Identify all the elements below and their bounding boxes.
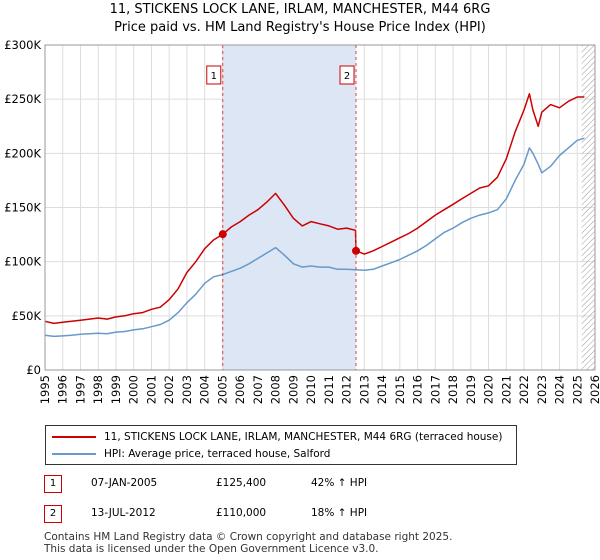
hatched-forecast-region xyxy=(581,45,595,370)
y-tick-label: £300K xyxy=(4,38,41,52)
x-tick-label: 2016 xyxy=(411,375,425,404)
x-tick-label: 2007 xyxy=(251,375,265,404)
x-tick-label: 2025 xyxy=(570,375,584,404)
x-tick-label: 2005 xyxy=(215,375,229,404)
sale-number: 1 xyxy=(44,475,62,493)
chart-title: 11, STICKENS LOCK LANE, IRLAM, MANCHESTE… xyxy=(109,2,491,17)
y-tick-label: £50K xyxy=(12,309,42,323)
legend-hpi-label: HPI: Average price, terraced house, Salf… xyxy=(104,448,331,460)
x-tick-label: 2010 xyxy=(304,375,318,404)
x-tick-label: 1996 xyxy=(56,375,70,404)
sale-price: £110,000 xyxy=(216,507,267,519)
y-tick-label: £250K xyxy=(4,92,41,106)
x-tick-label: 2003 xyxy=(180,375,194,404)
legend: 11, STICKENS LOCK LANE, IRLAM, MANCHESTE… xyxy=(45,425,517,465)
y-tick-label: £200K xyxy=(4,146,41,160)
y-tick-label: £0 xyxy=(26,363,41,377)
x-tick-label: 2020 xyxy=(482,375,496,404)
sale-number: 2 xyxy=(44,505,62,523)
x-tick-label: 2019 xyxy=(464,375,478,404)
x-tick-label: 2011 xyxy=(322,375,336,404)
footer-licence: This data is licensed under the Open Gov… xyxy=(44,543,379,555)
x-tick-label: 2012 xyxy=(340,375,354,404)
x-tick-label: 2009 xyxy=(286,375,300,404)
shaded-period xyxy=(222,45,357,370)
sale-date: 13-JUL-2012 xyxy=(91,507,156,519)
x-tick-label: 2024 xyxy=(553,375,567,404)
price-chart: 1 2 £0 £50K £100K £150K £200K £250K £300K 1995 19… xyxy=(4,38,600,404)
x-tick-label: 2017 xyxy=(428,375,442,404)
sale-marker-box xyxy=(339,65,355,85)
y-tick-label: £100K xyxy=(4,255,41,269)
legend-property: 11, STICKENS LOCK LANE, IRLAM, MANCHESTE… xyxy=(52,429,502,445)
footer-copyright: Contains HM Land Registry data © Crown c… xyxy=(44,531,453,543)
x-tick-label: 1995 xyxy=(38,375,52,404)
legend-hpi-swatch xyxy=(52,453,96,455)
sale-hpi-change: 18% ↑ HPI xyxy=(311,507,368,519)
hpi-line xyxy=(44,137,585,338)
chart-subtitle: Price paid vs. HM Land Registry's House … xyxy=(114,20,486,35)
sale-marker-label: 1 xyxy=(211,71,217,82)
x-tick-label: 2021 xyxy=(499,375,513,404)
x-tick-label: 2000 xyxy=(127,375,141,404)
x-tick-label: 1999 xyxy=(109,375,123,404)
legend-property-label: 11, STICKENS LOCK LANE, IRLAM, MANCHESTE… xyxy=(104,431,503,443)
x-tick-label: 2014 xyxy=(375,375,389,404)
x-tick-label: 2006 xyxy=(233,375,247,404)
x-tick-label: 2022 xyxy=(517,375,531,404)
x-tick-label: 1998 xyxy=(91,375,105,404)
x-tick-label: 1997 xyxy=(73,375,87,404)
sale-hpi-change: 42% ↑ HPI xyxy=(311,477,368,489)
x-tick-label: 2004 xyxy=(198,375,212,404)
x-tick-label: 2001 xyxy=(144,375,158,404)
x-tick-label: 2018 xyxy=(446,375,460,404)
sale-marker-label: 2 xyxy=(344,71,350,82)
x-tick-label: 2015 xyxy=(393,375,407,404)
y-tick-label: £150K xyxy=(4,201,41,215)
legend-hpi: HPI: Average price, terraced house, Salf… xyxy=(52,446,330,462)
sale-point xyxy=(218,230,227,239)
x-tick-label: 2008 xyxy=(269,375,283,404)
property-price-line xyxy=(44,93,585,325)
plot-frame xyxy=(44,44,596,371)
x-tick-label: 2002 xyxy=(162,375,176,404)
sale-price: £125,400 xyxy=(216,477,267,489)
sale-point xyxy=(352,246,361,255)
x-tick-label: 2013 xyxy=(357,375,371,404)
sale-marker-box xyxy=(206,65,222,85)
x-tick-label: 2023 xyxy=(535,375,549,404)
x-tick-label: 2026 xyxy=(588,375,600,404)
legend-property-swatch xyxy=(52,436,96,438)
sale-date: 07-JAN-2005 xyxy=(91,477,158,489)
